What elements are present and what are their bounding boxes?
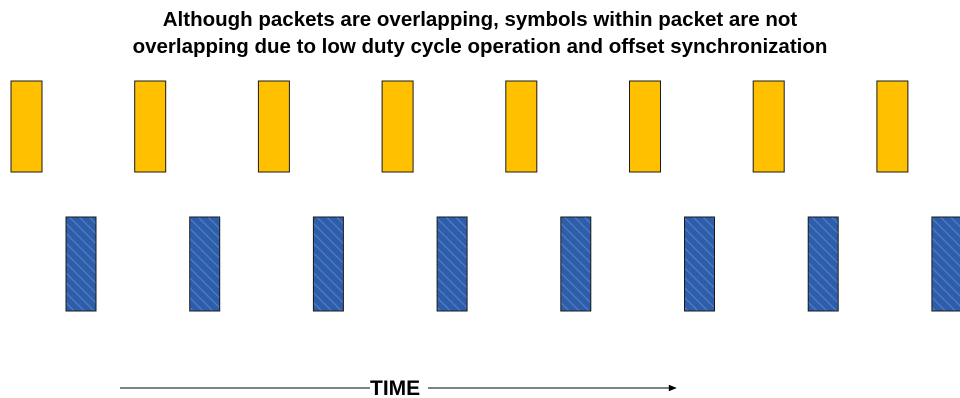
row-1-symbol-1: [10, 80, 43, 173]
time-axis: TIME: [120, 377, 677, 398]
row-1-symbol-8: [876, 80, 909, 173]
row-1-symbol-6: [629, 80, 661, 173]
title-line-2: overlapping due to low duty cycle operat…: [132, 35, 828, 58]
row-2-symbol-6: [684, 216, 715, 312]
row-1-symbol-4: [381, 80, 414, 173]
packet-row-2: [65, 216, 960, 312]
row-1-symbol-2: [134, 80, 167, 173]
row-2-symbol-3: [312, 216, 344, 312]
row-2-symbol-1: [65, 216, 97, 312]
diagram-title: Although packets are overlapping, symbol…: [0, 6, 960, 60]
row-2-symbol-8: [931, 216, 960, 312]
row-1-symbol-3: [257, 80, 290, 173]
title-line-1: Although packets are overlapping, symbol…: [162, 8, 798, 31]
row-1-symbol-5: [505, 80, 538, 173]
row-2-symbol-7: [807, 216, 839, 312]
packet-row-1: [10, 80, 909, 173]
row-2-symbol-4: [436, 216, 468, 312]
time-axis-label: TIME: [370, 377, 420, 398]
row-1-symbol-7: [752, 80, 785, 173]
row-2-symbol-5: [560, 216, 592, 312]
row-2-symbol-2: [189, 216, 221, 312]
